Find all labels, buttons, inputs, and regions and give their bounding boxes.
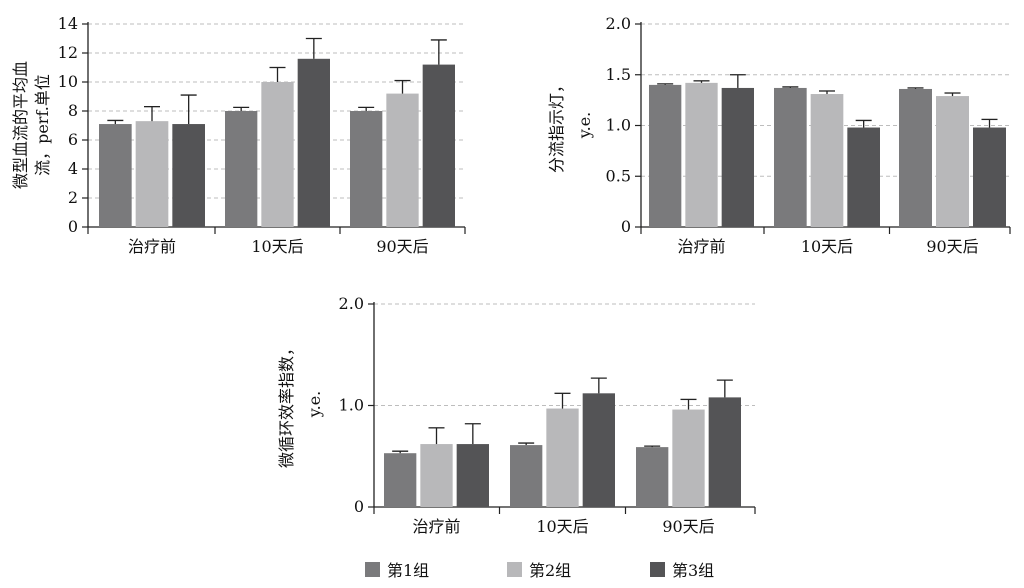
legend-label: 第3组 bbox=[672, 561, 714, 580]
y-tick-label: 0 bbox=[621, 217, 631, 236]
y-axis-label: 微循环效率指数， bbox=[277, 340, 296, 468]
category-label: 治疗前 bbox=[128, 237, 176, 256]
bar-2 bbox=[420, 444, 453, 507]
y-tick-label: 2.0 bbox=[339, 294, 364, 313]
y-tick-label: 0 bbox=[354, 497, 364, 516]
y-tick-label: 2.0 bbox=[606, 14, 631, 33]
category-label: 90天后 bbox=[662, 517, 714, 536]
category-label: 10天后 bbox=[801, 237, 853, 256]
bar-3 bbox=[172, 124, 205, 227]
bar-3 bbox=[297, 58, 330, 227]
bar-2 bbox=[546, 408, 579, 507]
bar-2 bbox=[936, 96, 969, 227]
category-label: 90天后 bbox=[376, 237, 428, 256]
y-axis-label: y.e. bbox=[575, 112, 594, 140]
bar-1 bbox=[899, 88, 932, 228]
bar-1 bbox=[774, 87, 807, 227]
legend-label: 第1组 bbox=[387, 561, 429, 580]
y-tick-label: 12 bbox=[58, 43, 78, 62]
bar-2 bbox=[261, 82, 294, 227]
legend-swatch bbox=[365, 562, 380, 577]
chart-panel-3: 0 1.0 2.0 治疗前 10天后 90天后 微循环效率指数， y.e. bbox=[277, 294, 756, 536]
y-tick-label: 4 bbox=[68, 159, 78, 178]
legend-label: 第2组 bbox=[529, 561, 571, 580]
y-tick-label: 1.5 bbox=[606, 65, 631, 84]
bar-1 bbox=[225, 111, 258, 227]
bar-1 bbox=[350, 111, 383, 227]
y-tick-label: 14 bbox=[58, 14, 78, 33]
bar-3 bbox=[422, 64, 455, 227]
bar-2 bbox=[810, 94, 844, 227]
legend-swatch bbox=[507, 562, 522, 577]
bar-3 bbox=[847, 127, 880, 227]
bar-2 bbox=[685, 82, 718, 228]
legend-swatch bbox=[650, 562, 665, 577]
chart-panel-1: 0 2 4 6 8 10 12 14 治疗前 10天后 90天后 微型血流的平均血 流，perf.单位 bbox=[11, 14, 466, 256]
category-label: 90天后 bbox=[926, 237, 978, 256]
y-axis-label: y.e. bbox=[305, 391, 324, 419]
y-tick-label: 0.5 bbox=[606, 166, 631, 185]
bar-1 bbox=[510, 445, 543, 507]
legend: 第1组 第2组 第3组 bbox=[365, 561, 714, 580]
bar-3 bbox=[721, 87, 754, 227]
bar-1 bbox=[649, 84, 682, 228]
bar-3 bbox=[582, 393, 615, 507]
bar-1 bbox=[636, 447, 669, 507]
y-tick-label: 1.0 bbox=[339, 396, 364, 415]
y-tick-label: 8 bbox=[68, 101, 78, 120]
y-tick-label: 10 bbox=[58, 72, 78, 91]
category-label: 10天后 bbox=[536, 517, 588, 536]
chart-panel-2: 0 0.5 1.0 1.5 2.0 治疗前 10天后 90天后 分流指示灯， y.e. bbox=[547, 14, 1011, 256]
bar-2 bbox=[386, 93, 419, 227]
y-tick-label: 0 bbox=[68, 217, 78, 236]
bar-2 bbox=[135, 121, 169, 227]
bar-1 bbox=[384, 453, 417, 507]
bar-3 bbox=[973, 127, 1006, 227]
category-label: 治疗前 bbox=[412, 517, 460, 536]
bar-3 bbox=[708, 397, 741, 507]
bar-3 bbox=[456, 444, 489, 507]
y-tick-label: 6 bbox=[68, 130, 78, 149]
category-label: 治疗前 bbox=[677, 237, 725, 256]
category-label: 10天后 bbox=[251, 237, 303, 256]
y-axis-label: 微型血流的平均血 bbox=[11, 61, 30, 189]
bar-2 bbox=[672, 409, 705, 507]
y-axis-label: 流，perf.单位 bbox=[33, 74, 52, 176]
y-tick-label: 1.0 bbox=[606, 116, 631, 135]
y-tick-label: 2 bbox=[68, 188, 78, 207]
y-axis-label: 分流指示灯， bbox=[547, 77, 566, 173]
bar-1 bbox=[99, 124, 132, 227]
